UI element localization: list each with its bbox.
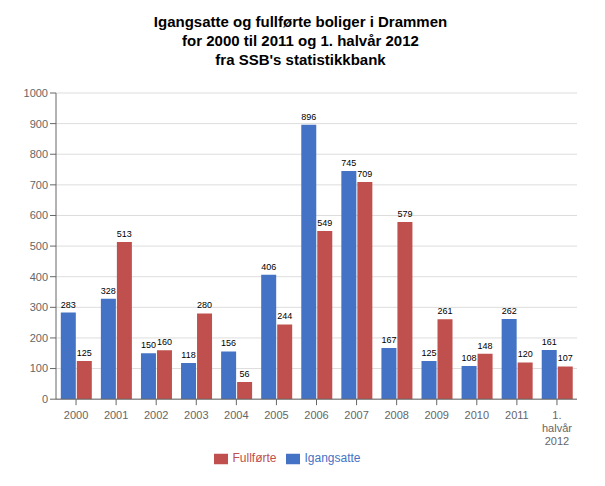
svg-text:700: 700: [30, 179, 48, 191]
svg-text:2010: 2010: [465, 409, 489, 421]
svg-text:108: 108: [462, 353, 477, 363]
svg-text:579: 579: [397, 209, 412, 219]
svg-text:1.halvår2012: 1.halvår2012: [542, 409, 572, 447]
svg-text:549: 549: [317, 218, 332, 228]
svg-text:500: 500: [30, 240, 48, 252]
svg-text:2006: 2006: [304, 409, 328, 421]
html-text:Igangsatte: Igangsatte: [304, 451, 361, 466]
svg-text:896: 896: [301, 112, 316, 122]
svg-text:148: 148: [478, 341, 493, 351]
svg-text:900: 900: [30, 118, 48, 130]
svg-text:125: 125: [77, 348, 92, 358]
svg-text:406: 406: [261, 262, 276, 272]
svg-text:2008: 2008: [384, 409, 408, 421]
svg-text:125: 125: [421, 348, 436, 358]
svg-text:2000: 2000: [64, 409, 88, 421]
svg-text:513: 513: [117, 229, 132, 239]
svg-text:160: 160: [157, 337, 172, 347]
svg-text:300: 300: [30, 301, 48, 313]
svg-text:2009: 2009: [424, 409, 448, 421]
svg-text:150: 150: [141, 340, 156, 350]
svg-text:120: 120: [518, 349, 533, 359]
svg-text:280: 280: [197, 300, 212, 310]
svg-text:200: 200: [30, 332, 48, 344]
svg-text:2005: 2005: [264, 409, 288, 421]
svg-text:328: 328: [101, 286, 116, 296]
svg-text:156: 156: [221, 338, 236, 348]
html-text:Fullførte: Fullførte: [232, 451, 277, 466]
html-text:Igangsatte og fullførte bolige: Igangsatte og fullførte boliger i Dramme…: [153, 13, 448, 68]
svg-text:261: 261: [437, 306, 452, 316]
svg-text:107: 107: [558, 353, 573, 363]
svg-text:1000: 1000: [24, 87, 48, 99]
svg-text:56: 56: [240, 369, 250, 379]
svg-text:0: 0: [42, 393, 48, 405]
svg-text:118: 118: [181, 350, 195, 360]
svg-text:2004: 2004: [224, 409, 248, 421]
svg-text:745: 745: [341, 158, 356, 168]
svg-text:100: 100: [30, 362, 48, 374]
svg-text:262: 262: [502, 306, 517, 316]
svg-text:244: 244: [277, 311, 292, 321]
svg-text:2003: 2003: [184, 409, 208, 421]
svg-text:2001: 2001: [104, 409, 128, 421]
svg-text:2002: 2002: [144, 409, 168, 421]
svg-text:600: 600: [30, 209, 48, 221]
svg-text:161: 161: [542, 337, 557, 347]
svg-text:400: 400: [30, 271, 48, 283]
svg-text:283: 283: [61, 300, 76, 310]
svg-text:709: 709: [357, 169, 372, 179]
svg-text:167: 167: [381, 335, 396, 345]
svg-text:800: 800: [30, 148, 48, 160]
svg-text:2007: 2007: [344, 409, 368, 421]
svg-text:2011: 2011: [505, 409, 529, 421]
